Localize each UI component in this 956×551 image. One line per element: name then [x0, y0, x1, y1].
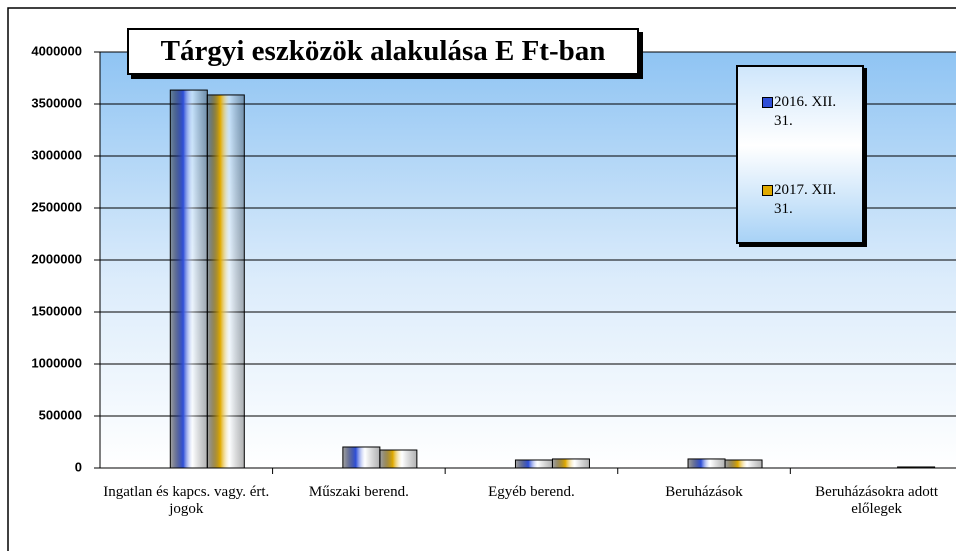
x-tick-label: Beruházások: [665, 484, 743, 500]
x-tick-label: Egyéb berend.: [488, 484, 575, 500]
y-tick-label: 4000000: [31, 43, 82, 58]
y-tick-label: 2500000: [31, 199, 82, 214]
legend: [736, 65, 864, 244]
bar: [897, 466, 936, 469]
legend-swatch: [762, 97, 773, 108]
y-tick-label: 2000000: [31, 251, 82, 266]
x-tick-label: Ingatlan és kapcs. vagy. ért. jogok: [103, 484, 270, 517]
x-tick-label: Beruházásokra adott előlegek: [815, 484, 939, 517]
y-tick-label: 1500000: [31, 303, 82, 318]
frame: [7, 7, 956, 551]
bar: [379, 449, 418, 469]
bar: [551, 458, 590, 469]
legend-swatch: [762, 185, 773, 196]
bar: [687, 458, 726, 469]
bar: [342, 446, 381, 469]
bar: [514, 459, 553, 469]
y-tick-label: 0: [75, 459, 82, 474]
bar: [169, 89, 208, 469]
y-tick-label: 500000: [39, 407, 82, 422]
bar: [724, 459, 763, 469]
y-tick-label: 1000000: [31, 355, 82, 370]
legend-label: 2016. XII. 31.: [774, 94, 837, 129]
x-tick-label: Műszaki berend.: [308, 484, 409, 500]
y-tick-label: 3000000: [31, 147, 82, 162]
y-tick-label: 3500000: [31, 95, 82, 110]
chart-title: Tárgyi eszközök alakulása E Ft-ban: [127, 28, 639, 75]
legend-label: 2017. XII. 31.: [774, 182, 837, 217]
bar: [206, 94, 245, 469]
